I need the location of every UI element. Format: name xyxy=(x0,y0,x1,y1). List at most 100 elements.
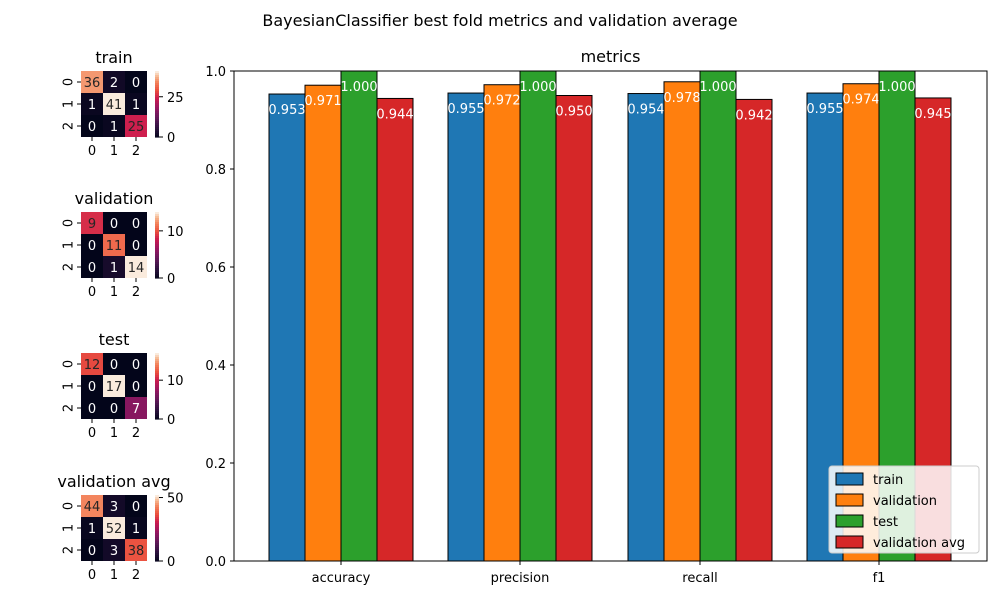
heatmap-cell-value: 0 xyxy=(88,402,96,417)
y-tick-label: 0.2 xyxy=(205,457,226,472)
colorbar-segment xyxy=(155,268,159,271)
colorbar-segment xyxy=(155,123,159,126)
legend-swatch xyxy=(835,493,864,507)
colorbar-segment xyxy=(155,537,159,540)
colorbar-segment xyxy=(155,226,159,229)
bar-test xyxy=(699,70,737,562)
heatmap-cell-value: 0 xyxy=(110,217,118,232)
colorbar-segment xyxy=(155,355,159,358)
heatmap-cell xyxy=(125,93,147,115)
colorbar-tick-label: 10 xyxy=(167,374,184,389)
colorbar-segment xyxy=(155,397,159,400)
heatmap-cell-value: 41 xyxy=(106,98,123,113)
colorbar-segment xyxy=(155,395,159,398)
bar-value-label: 0.971 xyxy=(304,94,341,109)
bar-value-label: 0.942 xyxy=(735,108,772,123)
heatmap-cell xyxy=(81,539,103,561)
heatmap-cell-value: 38 xyxy=(128,544,145,559)
heatmap-title: validation avg xyxy=(57,472,170,491)
heatmap-cell-value: 0 xyxy=(132,380,140,395)
y-tick-label: 2 xyxy=(62,546,77,554)
heatmap-cell xyxy=(125,115,147,137)
bar-train xyxy=(268,93,306,562)
colorbar-segment xyxy=(155,91,159,94)
colorbar-segment xyxy=(155,387,159,390)
colorbar-tick-label: 0 xyxy=(167,413,175,428)
heatmap-cell-value: 7 xyxy=(132,402,140,417)
bar-validation xyxy=(663,81,701,562)
heatmap-cell xyxy=(81,93,103,115)
bar-value-label: 0.945 xyxy=(914,107,951,122)
colorbar-tick-label: 10 xyxy=(167,225,184,240)
heatmap-cell-value: 0 xyxy=(132,500,140,515)
heatmap-cell xyxy=(103,256,125,278)
x-tick-label: 1 xyxy=(110,285,118,300)
heatmap-cell xyxy=(81,115,103,137)
legend-swatch xyxy=(835,514,864,528)
bar-test xyxy=(519,70,557,562)
y-tick-label: 1 xyxy=(62,524,77,532)
colorbar-segment xyxy=(155,517,159,520)
bar-value-label: 0.955 xyxy=(447,102,484,117)
heatmap-cell xyxy=(81,495,103,517)
bar-value-label: 0.944 xyxy=(376,107,413,122)
heatmap-cell-value: 1 xyxy=(132,522,140,537)
colorbar-segment xyxy=(155,77,159,80)
colorbar-segment xyxy=(155,111,159,114)
colorbar-segment xyxy=(155,71,159,74)
colorbar-segment xyxy=(155,95,159,98)
heatmap-cell xyxy=(125,539,147,561)
colorbar-segment xyxy=(155,519,159,522)
colorbar-segment xyxy=(155,262,159,265)
colorbar-segment xyxy=(155,415,159,418)
colorbar-segment xyxy=(155,377,159,380)
colorbar-segment xyxy=(155,549,159,552)
colorbar-segment xyxy=(155,417,159,420)
y-tick-label: 0 xyxy=(62,219,77,227)
colorbar-segment xyxy=(155,121,159,124)
colorbar-segment xyxy=(155,218,159,221)
bar-validation-avg xyxy=(555,95,593,562)
heatmap-cell xyxy=(103,71,125,93)
heatmap-cell-value: 0 xyxy=(88,120,96,135)
colorbar-segment xyxy=(155,85,159,88)
colorbar-segment xyxy=(155,224,159,227)
colorbar-segment xyxy=(155,527,159,530)
colorbar-segment xyxy=(155,248,159,251)
colorbar-segment xyxy=(155,258,159,261)
colorbar-segment xyxy=(155,127,159,130)
heatmap-cell-value: 12 xyxy=(84,358,101,373)
legend-swatch xyxy=(835,472,864,486)
colorbar-segment xyxy=(155,135,159,138)
heatmap-cell xyxy=(125,234,147,256)
heatmap-cell-value: 44 xyxy=(84,500,101,515)
colorbar-segment xyxy=(155,87,159,90)
heatmap-cell xyxy=(125,517,147,539)
colorbar-segment xyxy=(155,553,159,556)
heatmap-cell xyxy=(103,115,125,137)
heatmap-title: train xyxy=(95,48,132,67)
colorbar-segment xyxy=(155,529,159,532)
colorbar-segment xyxy=(155,353,159,356)
colorbar-tick-label: 50 xyxy=(167,492,184,507)
heatmap-cell xyxy=(125,212,147,234)
colorbar-segment xyxy=(155,236,159,239)
heatmap-cell-value: 1 xyxy=(88,98,96,113)
heatmap-cell-value: 0 xyxy=(110,402,118,417)
heatmap-cell-value: 0 xyxy=(110,358,118,373)
colorbar-segment xyxy=(155,543,159,546)
heatmap-cell-value: 36 xyxy=(84,76,101,91)
colorbar-segment xyxy=(155,559,159,562)
heatmap-cell-value: 2 xyxy=(110,76,118,91)
colorbar-segment xyxy=(155,274,159,277)
colorbar-segment xyxy=(155,234,159,237)
heatmap-cell xyxy=(103,234,125,256)
heatmap-cell-value: 1 xyxy=(132,98,140,113)
x-tick-label: accuracy xyxy=(312,571,371,586)
colorbar-segment xyxy=(155,256,159,259)
heatmap-cell xyxy=(81,212,103,234)
colorbar-segment xyxy=(155,369,159,372)
